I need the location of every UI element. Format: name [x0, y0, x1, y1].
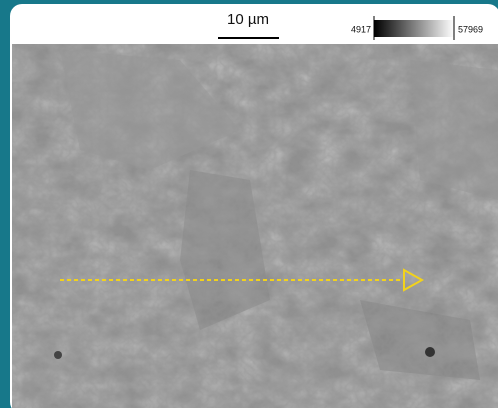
scale-bar-label: 10 µm [227, 11, 269, 28]
micrograph [12, 44, 498, 408]
pore [425, 347, 435, 357]
colorbar [374, 20, 454, 37]
pore [54, 351, 62, 359]
colorbar-min: 4917 [351, 24, 371, 34]
image-texture [12, 44, 498, 408]
line-scan-arrowhead [403, 268, 425, 292]
colorbar-max: 57969 [458, 24, 483, 34]
